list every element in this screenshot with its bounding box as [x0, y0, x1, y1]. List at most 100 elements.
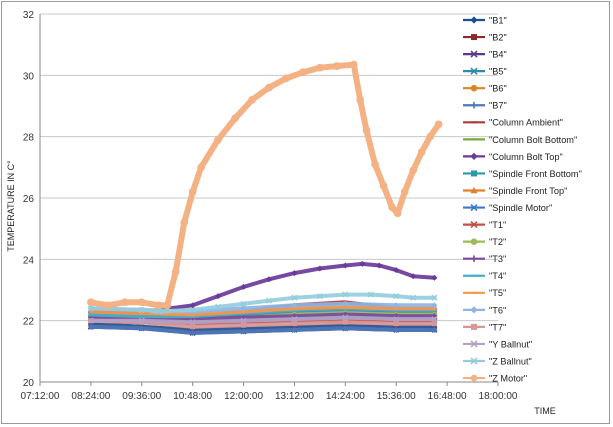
legend-item: "T6": [463, 305, 506, 315]
legend: "B1" "B2" "B4" "B5" "B6" "B7" "Column Ambient"…: [463, 15, 582, 383]
data-point: [189, 306, 196, 313]
data-point: [189, 330, 196, 336]
data-point: [359, 260, 366, 267]
marker-stroke: [410, 294, 417, 301]
legend-label: "T2": [489, 237, 506, 247]
data-point: [87, 317, 94, 324]
marker-stroke: [431, 316, 438, 323]
data-point: [379, 181, 388, 190]
x-axis-title: TIME: [534, 406, 556, 416]
marker-stroke: [470, 357, 478, 365]
data-point: [104, 301, 112, 310]
data-point: [417, 148, 426, 156]
data-point: [393, 321, 399, 327]
legend-marker: [470, 67, 478, 75]
legend-marker: [471, 170, 477, 177]
data-point: [189, 319, 196, 326]
legend-marker: [470, 84, 478, 92]
series-line: [88, 324, 437, 335]
legend-item: "T1": [463, 220, 506, 230]
data-point: [155, 308, 162, 315]
legend-item: "Column Bolt Bottom": [463, 135, 577, 145]
legend-label: "T1": [489, 220, 506, 230]
legend-marker: [470, 203, 478, 212]
legend-label: "B6": [489, 84, 507, 94]
legend-item: "B7": [463, 101, 507, 111]
data-point: [410, 273, 417, 280]
data-point: [342, 291, 349, 298]
x-tick-label: 09:36:00: [122, 391, 161, 402]
x-tick-label: 18:00:00: [479, 391, 518, 402]
data-point: [431, 321, 437, 327]
legend-item: "B4": [463, 50, 507, 60]
data-point: [388, 203, 396, 212]
y-tick-label: 22: [23, 317, 35, 328]
x-tick-label: 14:24:00: [326, 391, 365, 402]
data-point: [410, 294, 417, 301]
legend-label: "Column Bolt Top": [489, 152, 563, 162]
legend-item: "B5": [463, 67, 507, 77]
x-tick-label: 07:12:00: [21, 391, 60, 402]
data-point: [139, 325, 145, 332]
series-line: [88, 318, 437, 329]
legend-marker: [470, 186, 478, 194]
legend-marker: [470, 306, 478, 314]
legend-marker: [470, 374, 478, 382]
data-point: [265, 83, 273, 92]
series-21: [87, 60, 443, 310]
marker-stroke: [265, 297, 273, 304]
legend-label: "B7": [489, 101, 507, 111]
data-point: [367, 291, 374, 298]
data-point: [342, 300, 349, 307]
marker-stroke: [189, 319, 196, 326]
legend-item: "T4": [463, 271, 506, 281]
data-point: [342, 319, 348, 325]
data-point: [349, 60, 358, 69]
legend-marker: [470, 255, 478, 262]
marker-stroke: [87, 317, 94, 324]
x-tick-label: 16:48:00: [428, 391, 467, 402]
data-point: [371, 160, 379, 169]
legend-marker: [470, 357, 478, 365]
legend-label: "B5": [489, 67, 507, 77]
marker-stroke: [470, 67, 478, 75]
marker-stroke: [291, 316, 298, 323]
legend-label: "Column Ambient": [489, 118, 563, 128]
marker-stroke: [189, 306, 196, 313]
data-point: [265, 297, 273, 304]
data-point: [87, 298, 95, 307]
data-point: [393, 293, 400, 300]
marker-stroke: [215, 303, 222, 310]
y-tick-label: 24: [23, 255, 35, 266]
legend-item: "Spindle Front Top": [463, 186, 567, 196]
data-point: [393, 302, 400, 309]
data-point: [190, 324, 196, 330]
data-point: [426, 132, 434, 141]
data-point: [180, 218, 189, 227]
legend-label: "Y Ballnut": [489, 339, 532, 349]
legend-label: "T3": [489, 254, 506, 264]
legend-label: "T7": [489, 322, 506, 332]
x-tick-labels: 07:12:00 08:24:00 09:36:00 10:48:00 12:00:00…: [21, 382, 518, 402]
y-axis-title: TEMPERATURE IN C°: [6, 160, 16, 252]
data-point: [362, 126, 371, 135]
marker-stroke: [470, 203, 478, 212]
marker-stroke: [393, 293, 400, 300]
legend-item: "Z Motor": [463, 373, 527, 383]
data-point: [189, 302, 196, 309]
series-line: [88, 292, 437, 314]
data-point: [291, 321, 297, 327]
data-point: [393, 327, 399, 333]
legend-item: "Column Ambient": [463, 118, 563, 128]
data-point: [138, 317, 145, 324]
y-tick-label: 26: [23, 194, 35, 205]
marker-stroke: [367, 291, 374, 298]
data-point: [342, 262, 349, 269]
data-point: [393, 267, 400, 274]
series-line: [88, 304, 437, 317]
data-point: [231, 114, 239, 123]
legend-label: "Z Ballnut": [489, 356, 532, 366]
marker-stroke: [316, 293, 323, 300]
legend-item: "Y Ballnut": [463, 339, 532, 349]
